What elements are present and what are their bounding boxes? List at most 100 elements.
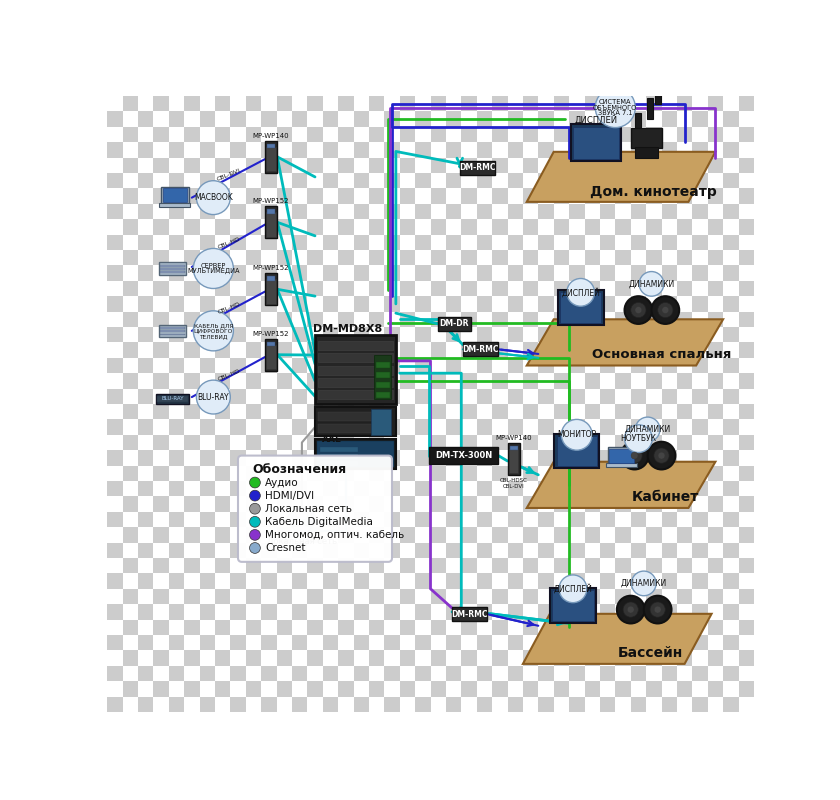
Bar [400, 173, 415, 188]
Bar [323, 435, 338, 450]
Bar [615, 435, 631, 450]
Bar [400, 96, 415, 111]
Bar [154, 558, 169, 574]
Bar [246, 619, 261, 635]
Bar [200, 512, 215, 527]
Bar [600, 604, 615, 619]
Bar [554, 619, 570, 635]
Bar [369, 481, 385, 496]
Bar [415, 666, 431, 682]
Bar [708, 666, 723, 682]
Bar [108, 542, 123, 558]
Bar [108, 96, 123, 111]
Bar [138, 158, 154, 173]
Bar [631, 296, 646, 311]
Bar [446, 373, 461, 389]
Bar [522, 204, 538, 219]
Bar [708, 234, 723, 250]
Bar [261, 619, 276, 635]
Bar [339, 496, 354, 512]
FancyBboxPatch shape [266, 345, 276, 370]
Bar [261, 296, 276, 311]
Bar [570, 604, 585, 619]
Bar [230, 419, 246, 435]
Bar [477, 496, 492, 512]
Bar [385, 635, 400, 650]
Bar [570, 266, 585, 281]
Bar [354, 635, 369, 650]
Bar [400, 327, 415, 342]
Bar [400, 496, 415, 512]
Bar [585, 373, 600, 389]
Bar [554, 126, 570, 142]
Bar [138, 373, 154, 389]
Bar [507, 96, 523, 111]
Bar [723, 342, 738, 358]
Bar [184, 682, 200, 697]
Bar [507, 189, 523, 204]
Bar [446, 450, 461, 466]
Bar [169, 204, 184, 219]
Bar [585, 542, 600, 558]
Bar [276, 342, 292, 358]
Bar [123, 481, 138, 496]
Bar [354, 419, 369, 435]
Bar [554, 466, 570, 481]
Bar [323, 266, 338, 281]
Bar [246, 527, 261, 542]
Bar [138, 604, 154, 619]
Bar [415, 589, 431, 604]
Bar [123, 527, 138, 542]
Bar [138, 126, 154, 142]
Bar [692, 650, 708, 666]
Bar [522, 234, 538, 250]
Text: BLU-RAY: BLU-RAY [161, 396, 184, 401]
Bar [230, 358, 246, 373]
Bar [154, 312, 169, 327]
Bar [215, 389, 230, 404]
Bar [138, 111, 154, 126]
Bar [507, 126, 523, 142]
Text: Бассейн: Бассейн [617, 646, 683, 660]
Bar [662, 650, 677, 666]
Bar [154, 96, 169, 111]
Bar [585, 219, 600, 234]
Bar [522, 466, 538, 481]
Bar [200, 281, 215, 296]
Bar [492, 542, 507, 558]
Bar [154, 281, 169, 296]
Bar [600, 296, 615, 311]
Bar [354, 111, 369, 126]
FancyBboxPatch shape [265, 338, 277, 371]
Bar [631, 666, 646, 682]
Bar [538, 589, 554, 604]
Text: Кабель DigitalMedia: Кабель DigitalMedia [265, 517, 373, 527]
Bar [215, 435, 230, 450]
Bar [215, 697, 230, 712]
Bar [108, 697, 123, 712]
Bar [615, 126, 631, 142]
Bar [631, 327, 646, 342]
Bar [261, 158, 276, 173]
Bar [692, 204, 708, 219]
Bar [446, 266, 461, 281]
Bar [169, 574, 184, 589]
Bar [631, 635, 646, 650]
Bar [615, 96, 631, 111]
Bar [600, 173, 615, 188]
Bar [662, 435, 677, 450]
Bar [339, 234, 354, 250]
Bar [215, 250, 230, 266]
Bar [723, 96, 738, 111]
Bar [354, 650, 369, 666]
Bar [169, 666, 184, 682]
Bar [446, 327, 461, 342]
Bar [276, 697, 292, 712]
Bar [662, 219, 677, 234]
Bar [738, 666, 754, 682]
Bar [554, 558, 570, 574]
Bar [631, 111, 646, 126]
Bar [230, 589, 246, 604]
Bar [615, 619, 631, 635]
FancyBboxPatch shape [160, 334, 185, 335]
